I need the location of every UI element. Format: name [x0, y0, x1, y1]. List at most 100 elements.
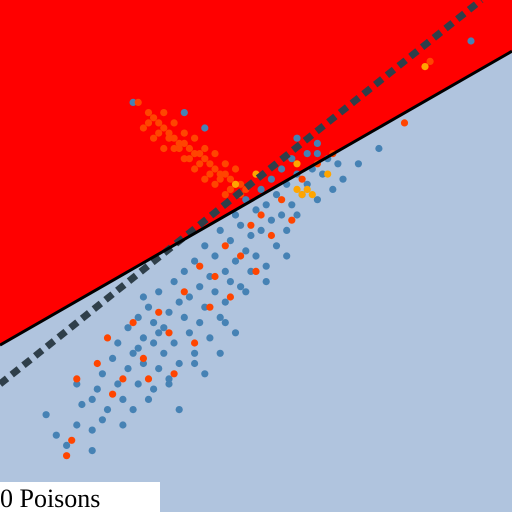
data-point-s1-36 [175, 139, 183, 147]
data-point-s0-58 [237, 283, 245, 291]
data-point-s0-4 [78, 400, 86, 409]
data-point-s0-20 [139, 334, 147, 342]
data-point-s2-8 [293, 160, 301, 168]
data-point-s0-105 [375, 144, 383, 153]
data-point-s0-94 [201, 370, 209, 378]
data-point-s1-64 [170, 119, 178, 127]
data-point-s0-113 [242, 288, 250, 296]
data-point-s0-54 [226, 237, 234, 245]
data-point-s0-72 [272, 242, 281, 250]
data-point-s0-56 [231, 211, 240, 219]
data-point-s1-45 [170, 134, 178, 142]
data-point-s1-54 [155, 129, 163, 137]
data-point-s2-1 [298, 191, 306, 199]
data-point-s0-116 [139, 293, 147, 301]
data-point-s1-76 [221, 191, 229, 199]
data-point-s1-63 [160, 109, 168, 117]
data-point-s0-87 [313, 139, 321, 147]
data-point-s0-108 [180, 109, 188, 117]
data-point-s0-97 [119, 421, 127, 429]
data-point-s0-52 [221, 267, 229, 275]
data-point-s1-11 [165, 329, 173, 337]
data-point-s1-26 [288, 216, 296, 224]
data-point-s0-106 [354, 160, 362, 168]
data-point-s1-67 [201, 144, 209, 153]
data-point-s0-66 [257, 185, 265, 193]
data-point-s0-7 [93, 385, 101, 393]
data-point-s1-18 [221, 242, 229, 250]
data-point-s0-23 [144, 395, 153, 403]
data-point-s0-42 [196, 283, 204, 291]
data-point-s0-40 [191, 349, 199, 357]
data-point-s0-76 [283, 226, 291, 234]
data-point-s1-61 [226, 185, 234, 193]
data-point-s1-3 [93, 359, 101, 368]
data-point-s0-100 [88, 447, 96, 455]
data-point-s0-60 [242, 247, 250, 255]
data-point-s0-68 [262, 262, 270, 270]
data-point-s1-22 [252, 267, 260, 275]
data-point-s0-84 [303, 180, 311, 188]
data-point-s1-37 [185, 144, 193, 153]
data-point-s0-18 [134, 313, 142, 321]
data-point-s0-117 [262, 278, 270, 286]
data-point-s1-68 [211, 150, 219, 158]
data-point-s0-9 [103, 406, 112, 414]
data-point-s1-74 [201, 175, 209, 183]
data-point-s0-43 [196, 319, 204, 327]
data-point-s0-70 [267, 216, 275, 224]
data-point-s0-98 [150, 385, 158, 393]
data-point-s1-17 [211, 272, 219, 281]
data-point-s1-72 [180, 155, 188, 163]
data-point-s1-44 [160, 124, 168, 132]
data-point-s1-56 [175, 144, 183, 153]
data-point-s0-78 [288, 201, 296, 209]
data-point-s0-91 [334, 160, 342, 168]
data-point-s0-115 [155, 329, 163, 337]
data-point-s0-65 [252, 252, 260, 260]
data-point-s0-1 [52, 431, 60, 439]
data-point-s0-44 [201, 303, 209, 311]
data-point-s0-50 [216, 313, 224, 321]
data-point-s0-104 [293, 134, 301, 142]
data-point-s0-22 [144, 303, 153, 311]
data-point-s1-30 [400, 119, 409, 127]
data-point-s0-83 [303, 150, 311, 158]
data-point-s2-3 [308, 191, 316, 199]
data-point-s0-35 [175, 359, 183, 368]
data-point-s0-96 [231, 329, 240, 337]
data-point-s0-88 [319, 170, 327, 178]
data-point-s0-14 [124, 365, 132, 373]
data-point-s1-43 [150, 114, 158, 122]
data-point-s0-102 [73, 380, 81, 388]
data-point-s1-75 [211, 180, 219, 188]
poison-count-label: 0 Poisons [0, 484, 100, 512]
data-point-s1-9 [144, 375, 153, 383]
data-point-s0-101 [98, 416, 106, 424]
data-point-s0-55 [226, 278, 234, 286]
data-point-s1-33 [144, 109, 153, 117]
data-point-s1-34 [155, 119, 163, 127]
boundary-lines [0, 0, 512, 387]
data-point-s0-112 [221, 319, 229, 327]
data-point-s0-48 [211, 252, 219, 260]
data-point-s0-57 [231, 257, 240, 265]
caption-box: 0 Poisons [0, 482, 160, 512]
data-point-s1-15 [196, 262, 204, 270]
data-point-s0-49 [211, 288, 219, 296]
data-point-s0-45 [201, 242, 209, 250]
data-point-s2-5 [231, 180, 240, 188]
data-point-s0-51 [216, 226, 224, 234]
reference-boundary-line [0, 0, 484, 387]
data-point-s0-110 [129, 98, 137, 106]
data-point-s0-99 [134, 344, 142, 352]
data-point-s1-6 [119, 375, 127, 383]
decision-boundary-line [0, 49, 512, 347]
data-point-s1-47 [191, 150, 199, 158]
data-point-s0-26 [155, 365, 163, 373]
data-point-s0-38 [185, 329, 193, 337]
data-point-s1-0 [63, 452, 71, 460]
data-point-s0-118 [283, 252, 291, 260]
data-point-s1-35 [165, 129, 173, 137]
